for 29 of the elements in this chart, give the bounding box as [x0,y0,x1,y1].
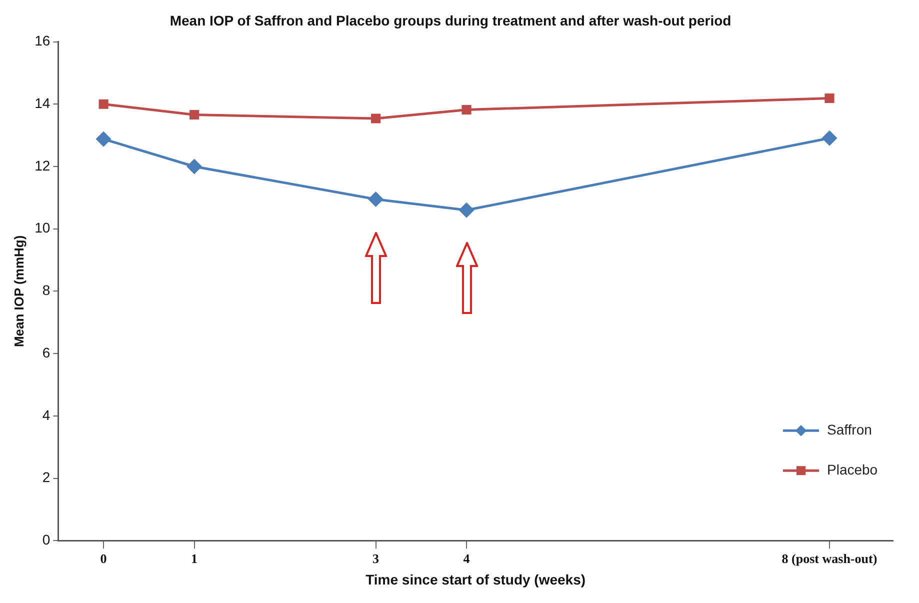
y-tick-label: 10 [34,220,50,236]
x-tick-label: 3 [372,550,380,566]
point [370,114,381,124]
y-tick-label: 16 [34,32,50,49]
y-tick-label: 12 [34,157,50,174]
x-axis-title: Time since start of study (weeks) [366,571,586,588]
point [459,202,474,218]
legend-label: Saffron [827,421,872,438]
point [190,110,200,120]
point [96,132,111,146]
x-tick-label: 0 [100,550,107,566]
y-tick-label: 2 [42,469,50,486]
point [98,99,108,109]
x-tick-label: 1 [191,550,198,566]
x-tick-label: 4 [463,550,470,566]
chart-title: Mean IOP of Saffron and Placebo groups during treatment and after wash-out period [170,12,732,28]
y-tick-label: 14 [34,95,50,112]
x-tick-label: 8 (post wash-out) [782,550,878,566]
y-tick-label: 8 [42,282,50,298]
y-tick-label: 0 [42,531,50,548]
point [368,192,384,206]
point [187,159,202,174]
point [462,104,472,115]
y-tick-label: 6 [42,344,50,360]
point [822,130,837,146]
point [824,93,834,104]
y-tick-label: 4 [42,406,50,423]
y-axis-title: Mean IOP (mmHg) [11,235,26,348]
legend-label: Placebo [827,461,878,478]
